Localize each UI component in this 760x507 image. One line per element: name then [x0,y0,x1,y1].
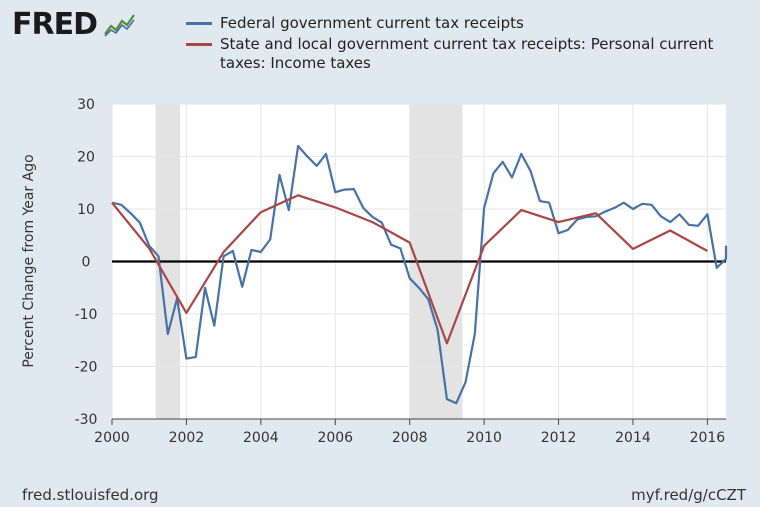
x-tick-label: 2004 [243,430,279,446]
y-tick-label: 10 [77,202,95,218]
legend-swatch-state-local [186,43,212,46]
x-tick-label: 2014 [615,430,651,446]
x-tick-label: 2012 [541,430,577,446]
x-tick-label: 2000 [94,430,130,446]
legend-label-state-local: State and local government current tax r… [220,35,714,72]
short-link[interactable]: myf.red/g/cCZT [631,486,746,504]
series-line-0 [111,144,728,405]
x-tick-label: 2008 [392,430,428,446]
legend-entry-federal: Federal government current tax receipts [186,14,746,33]
line-chart: -30 -20 -10 0 10 20 30 2000 2002 2004 2006 2008 201… [21,97,728,446]
x-tick-label: 2006 [317,430,353,446]
legend-label-federal: Federal government current tax receipts [220,14,524,32]
x-tick-label: 2002 [169,430,205,446]
y-tick-label: -20 [75,360,98,376]
y-tick-label: -30 [75,412,98,428]
fred-logo[interactable]: FRED [12,10,137,40]
y-tick-label: 20 [77,150,95,166]
fred-logo-text: FRED [12,7,98,42]
y-tick-label: 30 [77,97,95,113]
legend-entry-state-local: State and local government current tax r… [186,35,746,73]
y-tick-label: 0 [82,255,91,271]
x-tick-label: 2010 [466,430,502,446]
chart-legend: Federal government current tax receipts … [186,14,746,75]
fred-chart-icon [103,12,137,38]
y-tick-label: -10 [75,307,98,323]
x-tick-label: 2016 [690,430,726,446]
series-line-1 [111,194,708,345]
y-axis-title: Percent Change from Year Ago [21,154,37,367]
legend-swatch-federal [186,22,212,25]
source-link[interactable]: fred.stlouisfed.org [22,486,159,504]
